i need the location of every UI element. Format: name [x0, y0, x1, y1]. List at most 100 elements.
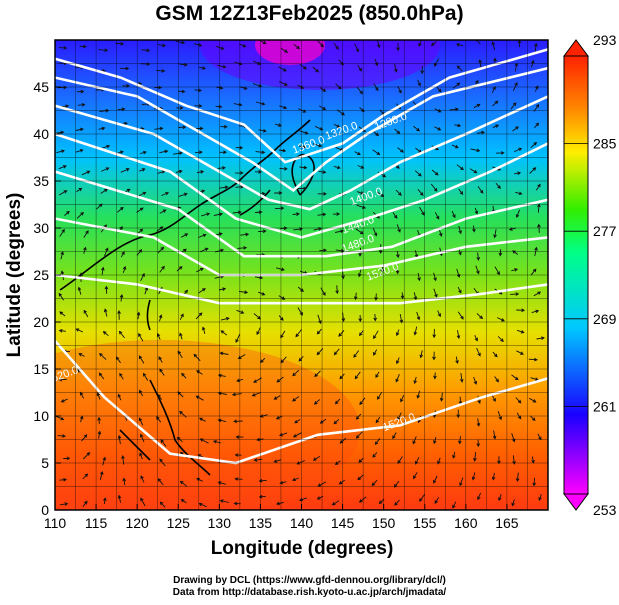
wind-arrow [358, 496, 367, 503]
wind-arrow [159, 149, 169, 154]
wind-arrow [378, 498, 385, 505]
wind-arrow [494, 376, 499, 383]
wind-arrow [139, 433, 145, 443]
wind-arrow [355, 431, 363, 439]
wind-arrow [58, 165, 67, 170]
wind-arrow [258, 291, 266, 296]
wind-arrow [358, 457, 364, 463]
wind-arrow [332, 212, 341, 216]
wind-arrow [454, 123, 462, 128]
wind-arrow [198, 502, 207, 508]
y-tick-label: 15 [33, 361, 49, 377]
wind-arrow [516, 308, 526, 313]
wind-arrow [199, 438, 209, 444]
wind-arrow [231, 392, 242, 397]
wind-arrow [497, 410, 503, 421]
wind-arrow [81, 170, 91, 176]
wind-arrow [530, 415, 536, 422]
wind-arrow [333, 348, 340, 356]
wind-arrow [96, 392, 101, 400]
wind-arrow [138, 417, 144, 426]
wind-arrow [292, 212, 300, 216]
wind-arrow [278, 81, 288, 86]
wind-arrow [396, 251, 400, 259]
wind-arrow [331, 500, 340, 506]
wind-arrow [299, 497, 307, 502]
wind-arrow [212, 439, 222, 444]
wind-arrow [319, 248, 328, 253]
wind-arrow [215, 45, 225, 50]
wind-arrow [395, 374, 400, 383]
wind-arrow [299, 64, 307, 70]
wind-arrow [274, 191, 283, 195]
wind-arrow [491, 472, 496, 481]
wind-arrow [354, 371, 361, 380]
wind-arrow [101, 266, 105, 275]
wind-arrow [371, 479, 378, 487]
wind-arrow [139, 452, 143, 460]
wind-arrow [294, 419, 301, 424]
wind-arrow [220, 316, 230, 321]
wind-arrow [276, 376, 284, 383]
wind-arrow [58, 328, 66, 333]
wind-arrow [201, 212, 211, 217]
wind-arrow [143, 372, 149, 381]
wind-arrow [118, 330, 125, 339]
wind-arrow [459, 373, 464, 383]
wind-arrow [196, 126, 204, 131]
wind-arrow [237, 246, 248, 250]
wind-arrow [253, 458, 263, 462]
wind-arrow [474, 207, 479, 215]
wind-arrow [235, 145, 244, 150]
wind-arrow [434, 497, 440, 505]
wind-arrow [160, 439, 167, 447]
wind-arrow [376, 40, 381, 49]
wind-arrow [473, 103, 481, 109]
wind-arrow [538, 493, 542, 501]
wind-arrow [232, 210, 242, 215]
wind-arrow [175, 169, 183, 174]
wind-arrow [239, 43, 247, 48]
wind-arrow [312, 143, 323, 148]
wind-arrow [83, 246, 87, 254]
wind-arrow [179, 62, 188, 67]
wind-arrow [334, 398, 341, 405]
wind-arrow [75, 328, 84, 333]
wind-arrow [359, 397, 366, 406]
wind-arrow [157, 43, 167, 48]
wind-arrow [319, 87, 327, 92]
wind-arrow [82, 473, 89, 480]
wind-arrow [122, 477, 127, 486]
wind-arrow [457, 311, 464, 320]
wind-arrow [433, 436, 437, 445]
wind-arrow [136, 311, 141, 320]
colorbar-scale [563, 55, 589, 495]
wind-arrow [140, 150, 147, 155]
wind-arrow [194, 88, 202, 93]
wind-arrow [529, 167, 537, 174]
wind-arrow [312, 456, 321, 461]
wind-arrow [419, 350, 424, 359]
wind-arrow [158, 356, 163, 363]
wind-arrow [59, 311, 66, 317]
wind-arrow [98, 126, 106, 131]
wind-arrow [396, 42, 400, 52]
y-tick-label: 30 [33, 220, 49, 236]
wind-arrow [81, 434, 88, 442]
wind-arrow [181, 372, 187, 379]
wind-arrow [219, 185, 229, 190]
wind-arrow [359, 330, 364, 337]
wind-arrow [495, 182, 501, 190]
credit: Drawing by DCL (https://www.gfd-dennou.o… [0, 575, 619, 599]
wind-arrow [79, 44, 87, 49]
wind-arrow [119, 372, 124, 380]
wind-arrow [451, 210, 456, 219]
wind-arrow [314, 370, 321, 378]
wind-arrow [353, 292, 358, 301]
wind-arrow [437, 457, 441, 465]
wind-arrow [515, 397, 522, 404]
wind-arrow [333, 165, 341, 170]
wind-arrow [119, 293, 124, 302]
wind-arrow [458, 436, 462, 445]
wind-arrow [219, 499, 229, 503]
